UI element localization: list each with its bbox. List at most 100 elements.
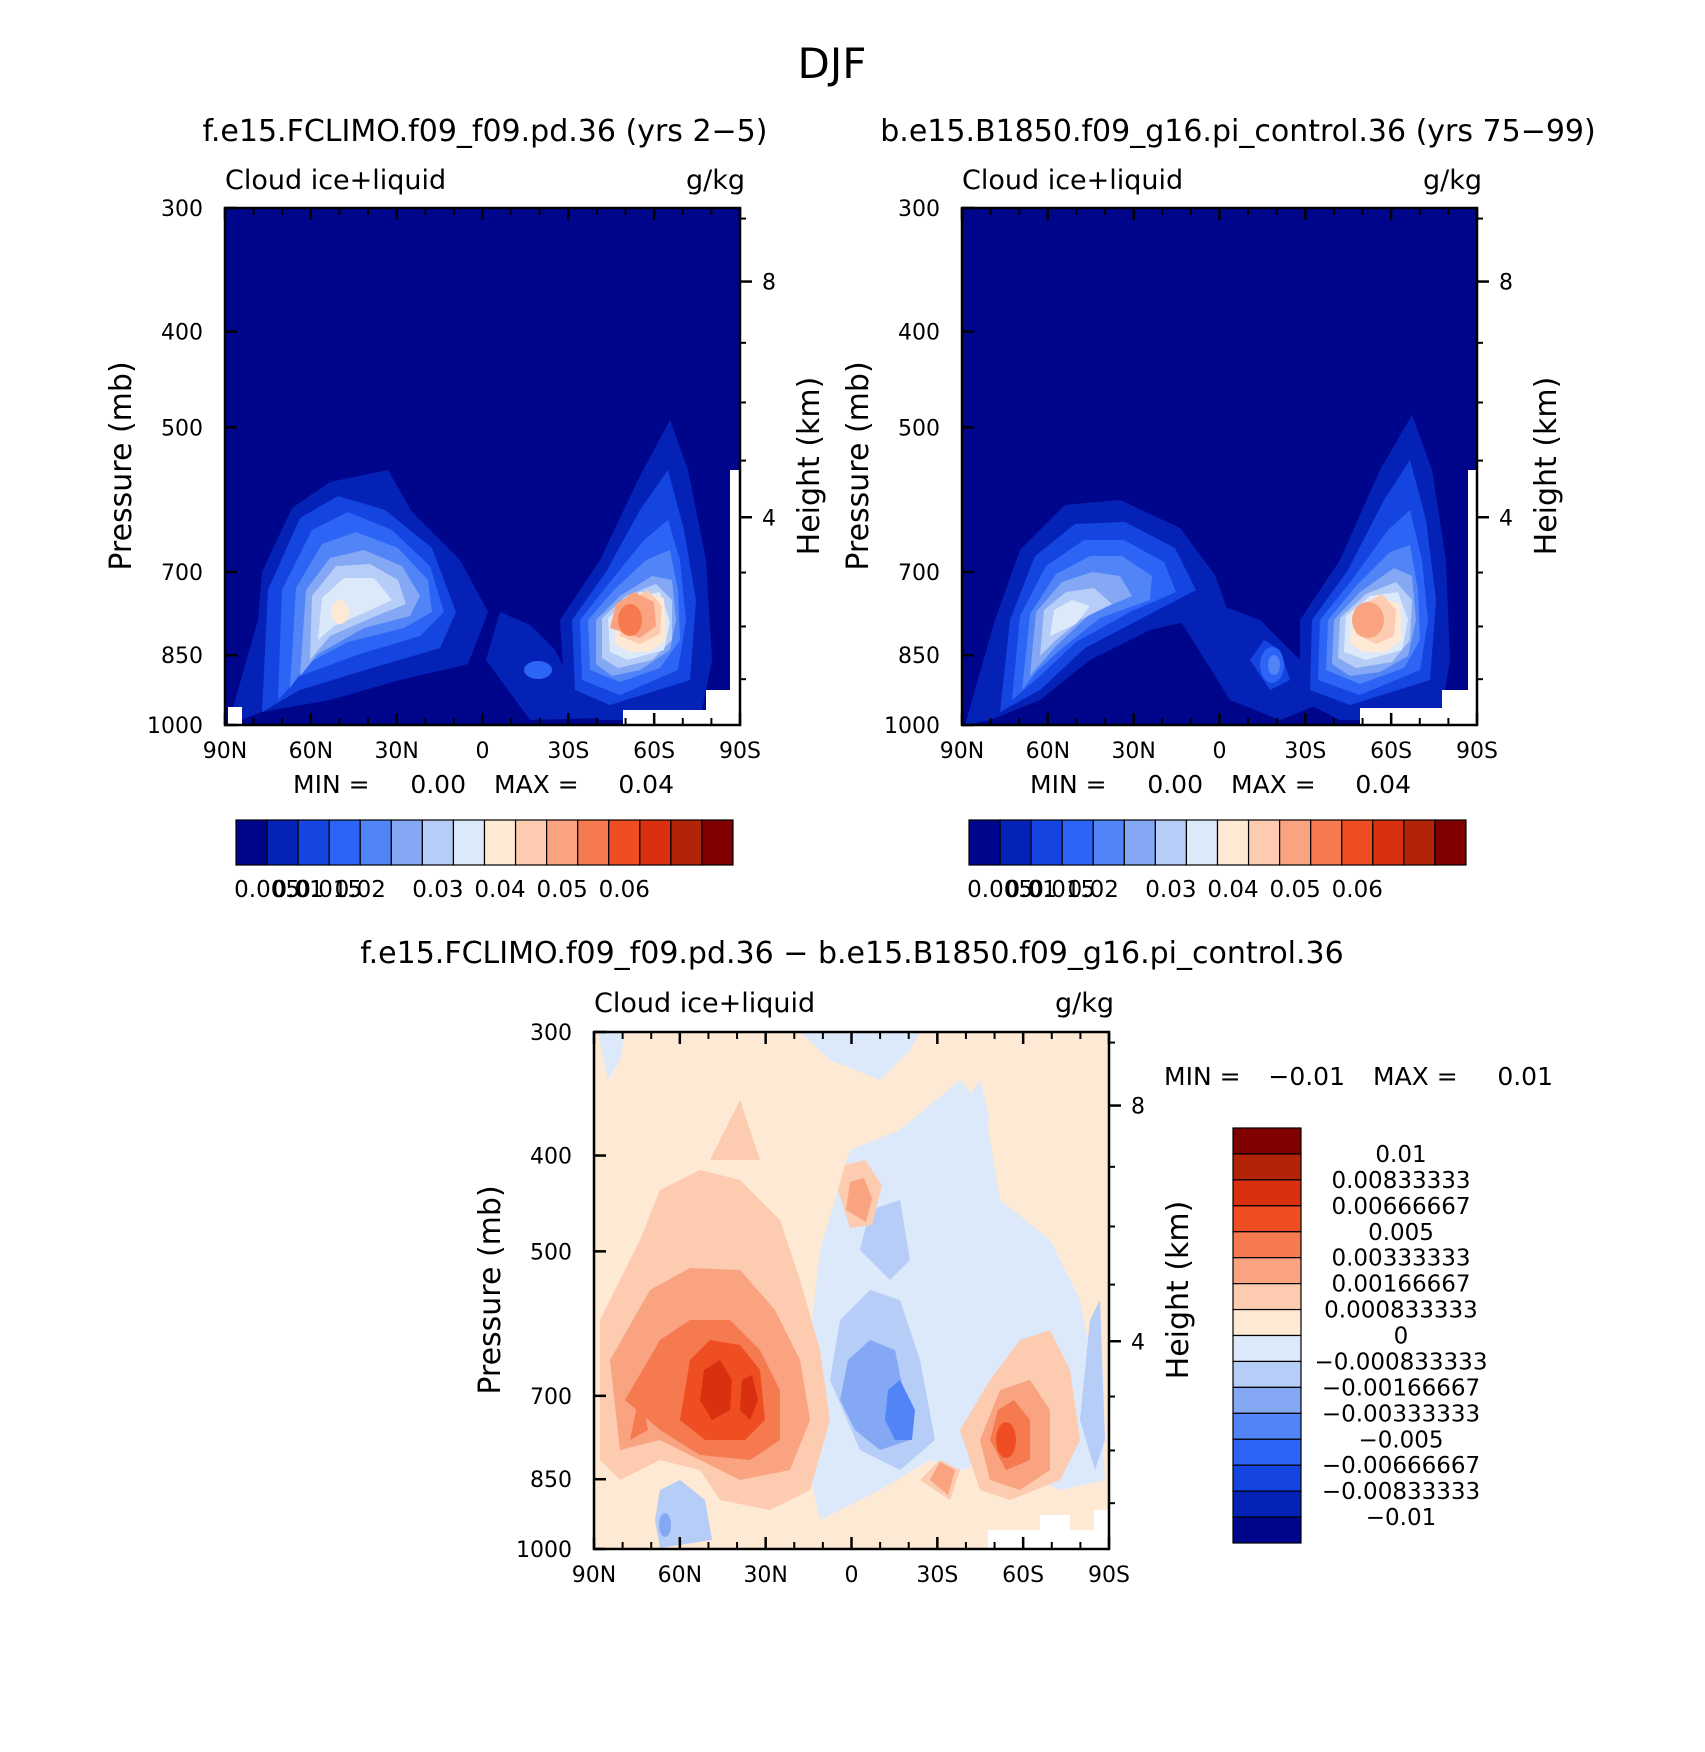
colorbar-swatch [1232,1464,1302,1492]
contour-negative-4 [885,1380,915,1440]
panel-b-title: b.e15.B1850.f09_g16.pi_control.36 (yrs 7… [880,114,1595,149]
panel-c-max-label: MAX = [1373,1062,1458,1091]
y-tick-label: 400 [898,321,940,346]
x-tick-label: 90N [940,739,984,764]
panel-b-ylabel: Pressure (mb) [841,361,876,570]
y-tick-label: 1000 [884,714,940,739]
y-tick-label: 1000 [516,1538,572,1563]
missing-data [228,707,242,725]
colorbar-swatch [701,819,734,866]
x-tick-label: 60S [1370,739,1412,764]
y2-tick-label: 4 [762,506,776,531]
colorbar-swatch [359,819,392,866]
contour-negative-3 [659,1513,671,1537]
colorbar-swatch [1403,819,1436,866]
panel-c-variable: Cloud ice+liquid [594,988,815,1019]
colorbar-label: 0.05 [537,877,588,903]
contour-level-6 [1030,572,1132,676]
panel-b-min-label: MIN = [1030,770,1107,799]
panel-difference: f.e15.FCLIMO.f09_f09.pd.36 − b.e15.B1850… [360,936,1553,1588]
colorbar-label: 0.04 [1207,877,1258,903]
x-tick-label: 30S [547,739,589,764]
colorbar-label: 0.05 [1270,877,1321,903]
x-tick-label: 30S [916,1563,958,1588]
missing-data [1040,1515,1070,1530]
panel-a-min-value: 0.00 [410,770,466,799]
missing-data [730,470,740,725]
missing-data [1442,690,1468,710]
colorbar-label: 0.04 [474,877,525,903]
colorbar-swatch [1232,1334,1302,1363]
contour-positive-2 [930,1462,955,1495]
colorbar-label: 0.00333333 [1331,1246,1470,1272]
colorbar-swatch [1030,819,1063,866]
y-tick-label: 700 [161,561,203,586]
contour-level-11 [1352,602,1384,638]
colorbar-swatch [483,819,517,866]
panel-b-contours [962,208,1477,725]
colorbar-label: 0 [1394,1324,1409,1350]
panel-a-max-label: MAX = [494,770,579,799]
colorbar-swatch [1092,819,1125,866]
colorbar-swatch [1185,819,1219,866]
panel-model-b: b.e15.B1850.f09_g16.pi_control.36 (yrs 7… [841,114,1596,903]
colorbar-label: 0.01 [273,877,324,903]
contour-negative-1 [800,1032,920,1080]
colorbar-label: 0.005 [967,877,1033,903]
colorbar-label: 0.000833333 [1324,1298,1478,1324]
colorbar-swatch [390,819,423,866]
panel-a-units: g/kg [686,165,745,196]
x-tick-label: 60N [289,739,333,764]
colorbar-swatch [1232,1516,1302,1544]
y-tick-label: 300 [161,197,203,222]
y-tick-label: 700 [530,1385,572,1410]
colorbar-swatch [1232,1179,1302,1207]
y2-tick-label: 8 [1499,271,1513,296]
colorbar-label: −0.000833333 [1315,1349,1488,1375]
contour-level-4 [524,661,552,679]
colorbar-swatch [1061,819,1094,866]
panel-b-min-value: 0.00 [1147,770,1203,799]
colorbar-swatch [266,819,299,866]
missing-data [623,710,740,725]
colorbar-swatch [1232,1360,1302,1388]
panel-b-axes: 90N 60N 30N 0 30S 60S 90S 300 400 500 700 850 1000 8 4 [884,197,1513,764]
colorbar-swatch [1232,1308,1302,1337]
x-tick-label: 60N [1026,739,1070,764]
panel-a-variable: Cloud ice+liquid [225,165,446,196]
panel-c-colorbar: 0.010.008333330.006666670.0050.003333330… [1232,1127,1488,1544]
panel-b-max-value: 0.04 [1355,770,1411,799]
colorbar-swatch [1341,819,1374,866]
y-tick-label: 500 [898,416,940,441]
y-tick-label: 300 [898,197,940,222]
contour-negative-1 [960,1080,990,1140]
y-tick-label: 850 [898,644,940,669]
y2-tick-label: 4 [1499,506,1513,531]
x-tick-label: 90S [1088,1563,1130,1588]
x-tick-label: 30S [1284,739,1326,764]
colorbar-swatch [421,819,455,866]
colorbar-label: −0.005 [1358,1427,1443,1453]
y-tick-label: 850 [161,644,203,669]
colorbar-swatch [328,819,361,866]
missing-data [706,690,730,710]
colorbar-label: 0.01 [1006,877,1057,903]
colorbar-label: 0.02 [335,877,386,903]
colorbar-swatch [452,819,486,866]
y2-tick-label: 4 [1131,1330,1145,1355]
x-tick-label: 30N [743,1563,787,1588]
panel-c-contours [594,1032,1109,1549]
panel-b-variable: Cloud ice+liquid [962,165,1183,196]
colorbar-swatch [1232,1257,1302,1285]
colorbar-swatch [608,819,641,866]
colorbar-swatch [514,819,548,866]
x-tick-label: 60S [633,739,675,764]
x-tick-label: 90S [719,739,761,764]
x-tick-label: 60N [658,1563,702,1588]
panel-b-y2label: Height (km) [1529,377,1564,556]
y-tick-label: 500 [530,1240,572,1265]
panel-c-max-value: 0.01 [1497,1062,1553,1091]
panel-a-contours [225,208,740,725]
panel-c-ylabel: Pressure (mb) [473,1185,508,1394]
